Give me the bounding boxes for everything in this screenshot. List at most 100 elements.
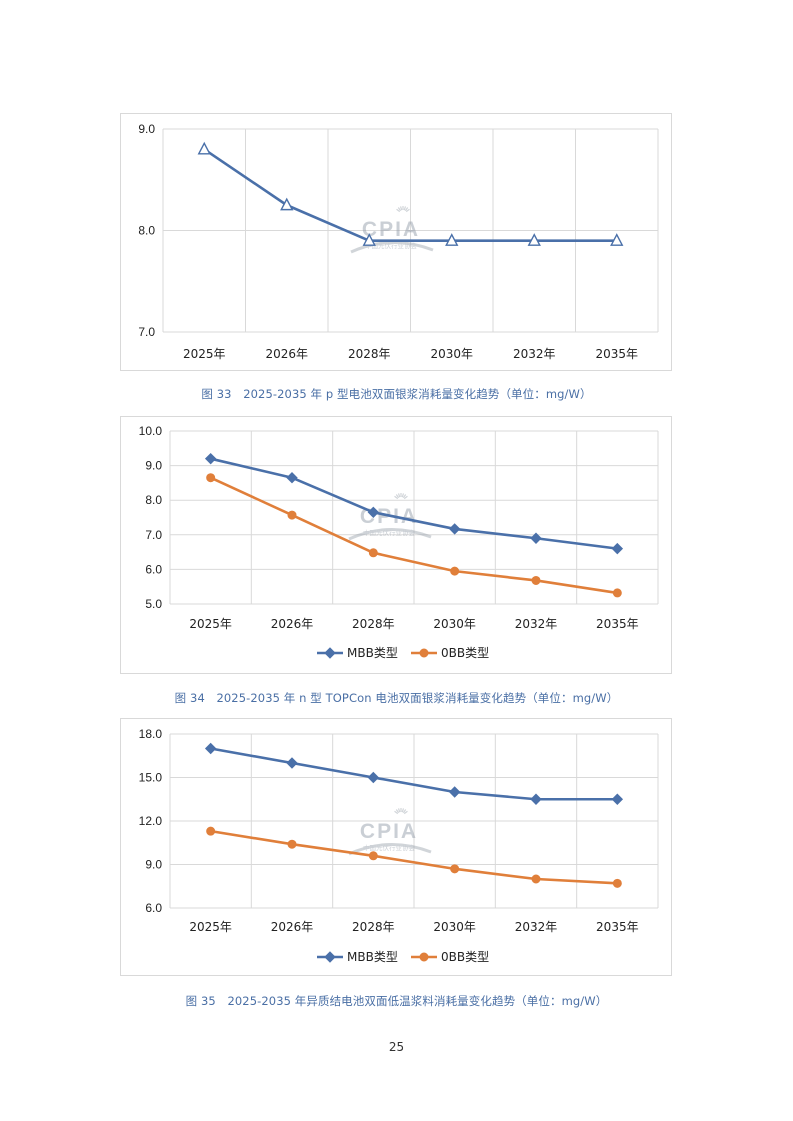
watermark-sun-ray [401, 808, 405, 813]
watermark-subtitle: 中国光伏行业协会 [363, 528, 416, 537]
watermark-sun-ray [396, 208, 401, 213]
x-tick-label: 2030年 [433, 617, 476, 631]
chart-svg: 6.0 9.0 12.0 15.0 18.0 2025年 2026年 2028年 2030年 20… [139, 727, 659, 964]
chart-topcon-silver-paste: 5.0 6.0 7.0 8.0 9.0 10.0 2025年 2026年 2028年 2030年 2… [120, 416, 672, 674]
grid [169, 733, 659, 909]
x-tick-label: 2025年 [189, 920, 232, 934]
watermark-sun-ray [397, 493, 401, 498]
chart-svg: 5.0 6.0 7.0 8.0 9.0 10.0 2025年 2026年 2028年 2030年 2… [139, 424, 659, 660]
legend-label: MBB类型 [347, 646, 398, 660]
series-1 [204, 452, 624, 555]
series-line [210, 476, 618, 595]
y-tick-label: 10.0 [139, 424, 163, 438]
chart-svg: 7.0 8.0 9.0 2025年 2026年 2028年 2030年 2032年 2035年 C… [138, 122, 659, 361]
y-tick-label: 7.0 [145, 528, 162, 542]
watermark-swoosh [348, 843, 432, 856]
x-tick-label: 2030年 [433, 920, 476, 934]
x-tick-label: 2028年 [352, 617, 395, 631]
legend: MBB类型 0BB类型 [317, 646, 489, 660]
legend-label: MBB类型 [347, 950, 398, 964]
watermark-sun-ray [402, 494, 407, 499]
grid [162, 128, 659, 333]
series-line [210, 829, 618, 885]
legend-marker [419, 952, 429, 962]
data-point [527, 233, 541, 246]
series-1 [204, 742, 624, 805]
watermark-sun-ray [403, 495, 408, 500]
y-tick-label: 5.0 [145, 597, 162, 611]
chart-caption-33: 图 33 2025-2035 年 p 型电池双面银浆消耗量变化趋势（单位：mg/… [201, 387, 592, 401]
data-point [286, 472, 298, 484]
x-tick-label: 2026年 [271, 920, 314, 934]
legend-label: 0BB类型 [441, 646, 489, 660]
y-tick-label: 6.0 [145, 901, 162, 915]
data-point [530, 532, 542, 544]
watermark-sun-ray [395, 809, 400, 814]
series-2 [206, 826, 622, 888]
legend: MBB类型 0BB类型 [317, 950, 489, 964]
series-line [203, 148, 617, 242]
watermark-sun-ray [399, 206, 403, 211]
series-2 [206, 473, 622, 598]
watermark-sun-ray [401, 493, 405, 498]
grid [169, 430, 659, 605]
watermark-sun-ray [403, 810, 408, 815]
y-tick-label: 12.0 [139, 814, 163, 828]
x-tick-label: 2025年 [189, 617, 232, 631]
chart-hjt-lowtemp-paste: 6.0 9.0 12.0 15.0 18.0 2025年 2026年 2028年 2030年 20… [120, 718, 672, 976]
series-line [210, 747, 618, 801]
data-point [368, 548, 378, 558]
y-tick-label: 9.0 [145, 459, 162, 473]
watermark-sun-ray [403, 206, 407, 211]
data-point [450, 566, 460, 576]
y-tick-label: 7.0 [138, 325, 155, 339]
watermark-sun-ray [394, 810, 399, 815]
data-point [448, 786, 461, 798]
watermark-subtitle: 中国光伏行业协会 [363, 843, 416, 852]
watermark-sun-ray [402, 809, 407, 814]
x-tick-label: 2028年 [348, 347, 391, 361]
watermark-sun-ray [395, 494, 400, 499]
x-tick-label: 2032年 [515, 617, 558, 631]
series-line [210, 457, 618, 550]
chart-p-type-silver-paste: 7.0 8.0 9.0 2025年 2026年 2028年 2030年 2032年 2035年 C… [120, 113, 672, 371]
x-tick-label: 2035年 [596, 617, 639, 631]
data-point [450, 864, 460, 874]
legend-marker [324, 951, 336, 963]
series-1 [197, 141, 624, 246]
data-point [204, 742, 217, 755]
x-tick-label: 2026年 [265, 347, 308, 361]
data-point [287, 510, 297, 520]
legend-marker [324, 647, 336, 659]
data-point [531, 575, 541, 585]
watermark-sun-ray [397, 808, 401, 813]
y-tick-label: 8.0 [145, 493, 162, 507]
data-point [287, 839, 297, 849]
y-tick-label: 18.0 [139, 727, 163, 741]
x-tick-label: 2026年 [271, 617, 314, 631]
x-tick-label: 2025年 [183, 347, 226, 361]
data-point [445, 233, 459, 246]
data-point [610, 233, 624, 246]
y-tick-label: 6.0 [145, 562, 162, 576]
legend-label: 0BB类型 [441, 950, 489, 964]
data-point [530, 793, 542, 805]
data-point [611, 542, 624, 555]
watermark-swoosh [348, 528, 432, 541]
x-tick-label: 2032年 [515, 920, 558, 934]
watermark-subtitle: 中国光伏行业协会 [365, 241, 418, 250]
data-point [611, 793, 624, 805]
watermark-swoosh [350, 241, 434, 254]
data-point [368, 851, 378, 861]
chart-caption-34: 图 34 2025-2035 年 n 型 TOPCon 电池双面银浆消耗量变化趋… [174, 691, 619, 705]
data-point [362, 233, 376, 246]
data-point [612, 878, 622, 888]
watermark-logo-text: CPIA [360, 820, 418, 843]
x-tick-label: 2032年 [513, 347, 556, 361]
watermark-sun-ray [397, 207, 402, 212]
x-tick-label: 2035年 [595, 347, 638, 361]
x-tick-label: 2035年 [596, 920, 639, 934]
data-point [612, 588, 622, 598]
